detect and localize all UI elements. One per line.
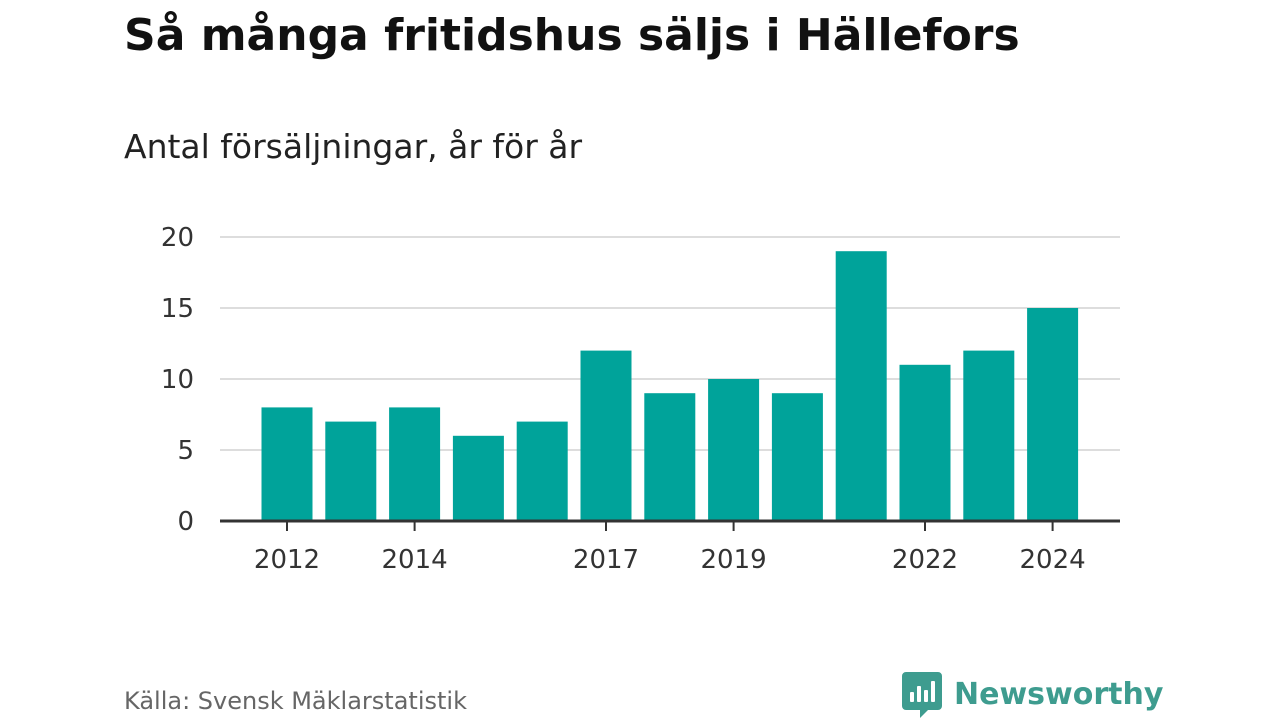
x-tick-label: 2017: [573, 545, 639, 575]
x-tick-label: 2019: [701, 545, 767, 575]
bar-2012: [261, 407, 313, 521]
x-tick-label: 2022: [892, 545, 958, 575]
bar-2022: [899, 364, 951, 521]
bar-chart: 0 5 10 15 20 2012 2014 2017 2019 2022 2024: [161, 223, 1120, 575]
y-tick-label: 15: [161, 294, 194, 324]
bar-2024: [1027, 308, 1079, 521]
bar-2023: [963, 350, 1015, 521]
bar-2019: [708, 379, 760, 521]
bar-2021: [835, 251, 887, 521]
chart-subtitle: Antal försäljningar, år för år: [124, 127, 583, 166]
y-tick-label: 10: [161, 365, 194, 395]
newsworthy-logo[interactable]: Newsworthy: [902, 670, 1163, 720]
newsworthy-logo-icon: [902, 672, 942, 718]
y-tick-label: 5: [177, 436, 194, 466]
y-tick-label: 20: [161, 223, 194, 253]
bars: [261, 251, 1079, 521]
bar-2015: [452, 435, 504, 521]
bar-2018: [644, 393, 696, 521]
bar-2016: [516, 421, 568, 521]
bar-2020: [771, 393, 823, 521]
x-tick-label: 2014: [382, 545, 448, 575]
x-tick-label: 2024: [1020, 545, 1086, 575]
axes: 0 5 10 15 20 2012 2014 2017 2019 2022 2024: [161, 223, 1120, 575]
bar-2014: [389, 407, 441, 521]
chart-title: Så många fritidshus säljs i Hällefors: [124, 10, 1020, 61]
bar-2013: [325, 421, 377, 521]
bar-2017: [580, 350, 632, 521]
brand-name: Newsworthy: [954, 677, 1164, 712]
x-tick-label: 2012: [254, 545, 320, 575]
y-tick-label: 0: [177, 507, 194, 537]
source-note: Källa: Svensk Mäklarstatistik: [124, 687, 467, 715]
